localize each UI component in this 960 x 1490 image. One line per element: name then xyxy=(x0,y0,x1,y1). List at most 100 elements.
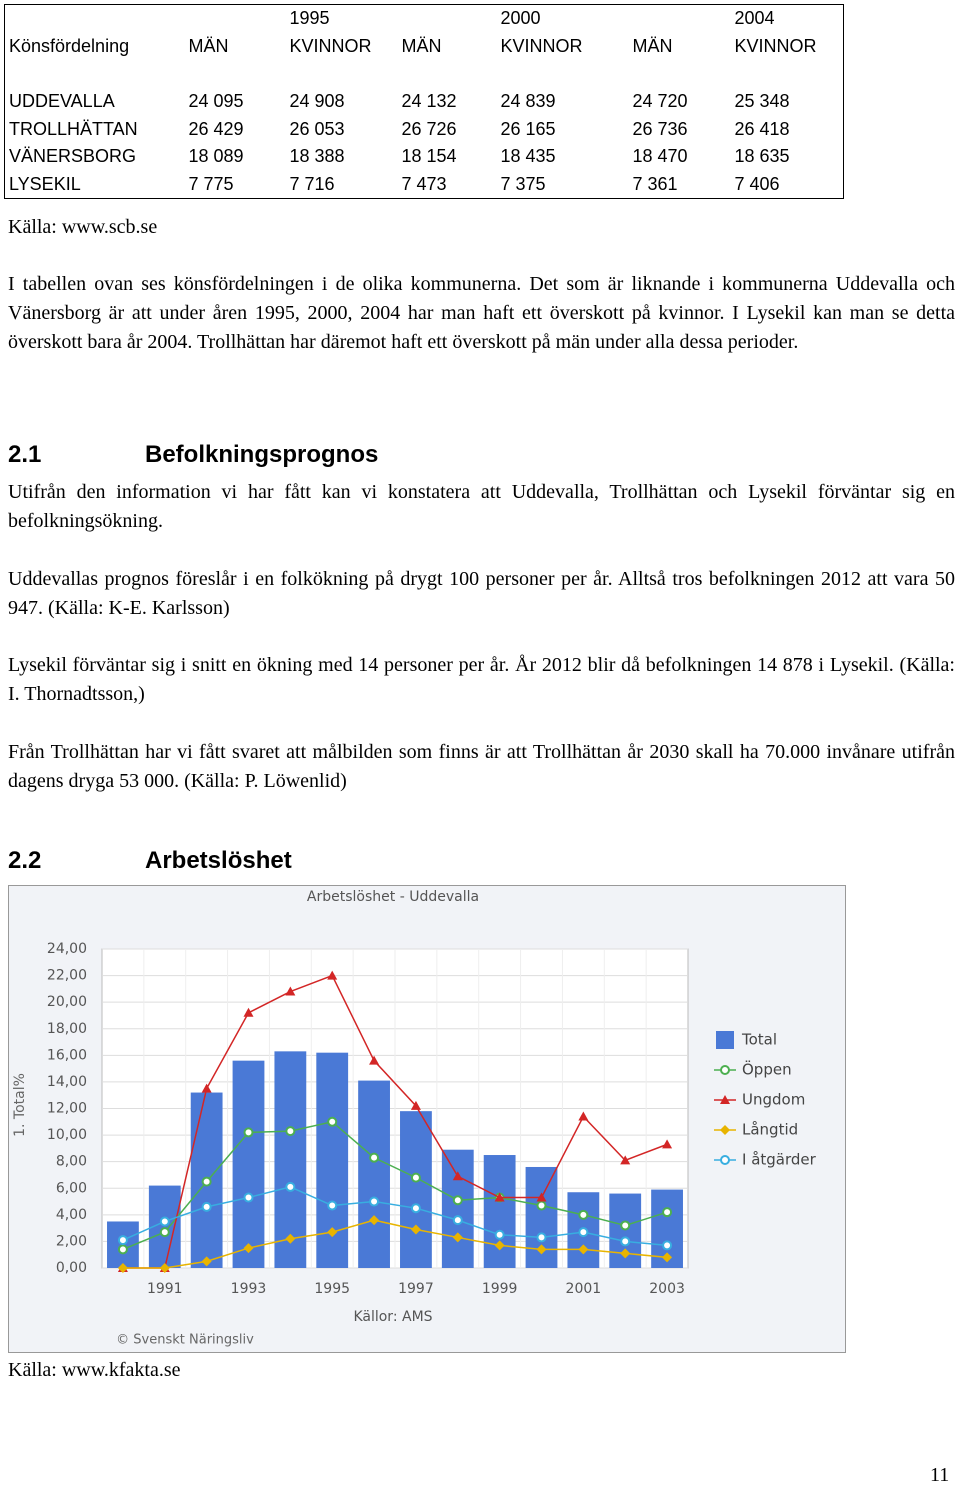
table-cell: 24 839 xyxy=(500,91,556,112)
legend-label: Total xyxy=(741,1031,777,1049)
year-row: 1995 2000 2004 xyxy=(5,5,844,33)
marker xyxy=(536,1192,547,1202)
marker xyxy=(410,1224,421,1235)
marker xyxy=(578,1209,589,1220)
table-cell: KVINNOR xyxy=(289,35,372,56)
marker xyxy=(201,1176,212,1187)
marker xyxy=(662,1240,673,1251)
table-cell: 7 375 xyxy=(500,173,546,194)
x-tick-label: 1993 xyxy=(231,1281,267,1297)
gender-table: 1995 2000 2004 Könsfördelning MÄN KVINNOR M… xyxy=(4,4,844,200)
marker xyxy=(662,1252,673,1263)
bar xyxy=(358,1080,390,1268)
data-row: UDDEVALLA 24 095 24 908 24 132 24 839 24 720 2… xyxy=(5,88,844,116)
blank-row xyxy=(5,60,844,88)
table-cell: 7 361 xyxy=(632,173,678,194)
line xyxy=(122,1120,668,1251)
table-cell xyxy=(5,60,185,88)
legend-marker xyxy=(720,1125,730,1135)
marker xyxy=(578,1227,589,1238)
marker xyxy=(327,1116,338,1127)
paragraph: I tabellen ovan ses könsfördelningen i d… xyxy=(8,273,955,353)
y-tick-label: 6,00 xyxy=(56,1180,87,1196)
paragraph: Uddevallas prognos föreslår i en folkökn… xyxy=(8,568,955,619)
table-cell xyxy=(731,60,844,88)
marker xyxy=(117,1235,128,1246)
table-cell xyxy=(286,60,398,88)
table-cell: VÄNERSBORG xyxy=(9,146,137,167)
data-row: TROLLHÄTTAN 26 429 26 053 26 726 26 165 26 73… xyxy=(5,115,844,143)
marker xyxy=(452,1232,463,1243)
bar xyxy=(400,1111,432,1268)
marker xyxy=(327,1227,338,1238)
marker xyxy=(327,1200,338,1211)
table-cell: 24 132 xyxy=(401,91,457,112)
table-cell: UDDEVALLA xyxy=(9,91,115,112)
table-source: Källa: www.scb.se xyxy=(8,216,158,238)
table-cell: 7 473 xyxy=(401,173,447,194)
year-cell: 2004 xyxy=(734,8,775,29)
table-cell xyxy=(398,60,497,88)
marker xyxy=(159,1227,170,1238)
table-cell: MÄN xyxy=(632,35,673,56)
y-tick-label: 4,00 xyxy=(56,1207,87,1223)
x-tick-label: 1997 xyxy=(398,1281,434,1297)
table-cell: 7 716 xyxy=(289,173,335,194)
header-row: Könsfördelning MÄN KVINNOR MÄN KVINNOR MÄN KVI… xyxy=(5,33,844,61)
y-tick-label: 16,00 xyxy=(47,1047,87,1063)
table-cell: 18 154 xyxy=(401,146,457,167)
x-tick-label: 2001 xyxy=(566,1281,602,1297)
line xyxy=(122,1186,668,1247)
y-axis-label: 1. Total% xyxy=(12,1073,28,1137)
marker xyxy=(620,1220,631,1231)
marker xyxy=(662,1207,673,1218)
marker xyxy=(285,1181,296,1192)
marker xyxy=(369,1215,380,1226)
bar xyxy=(274,1051,307,1268)
y-tick-label: 8,00 xyxy=(56,1154,87,1170)
bar xyxy=(441,1149,474,1268)
y-tick-label: 14,00 xyxy=(47,1074,87,1090)
x-tick-label: 1991 xyxy=(147,1281,183,1297)
marker xyxy=(243,1243,254,1254)
marker xyxy=(369,1152,380,1163)
marker xyxy=(452,1215,463,1226)
table-cell: KVINNOR xyxy=(500,35,583,56)
table-cell: MÄN xyxy=(188,35,229,56)
table-cell xyxy=(185,60,286,88)
x-tick-label: 1999 xyxy=(482,1281,518,1297)
y-tick-label: 2,00 xyxy=(56,1233,87,1249)
marker xyxy=(117,1244,128,1255)
marker xyxy=(117,1263,128,1273)
marker xyxy=(536,1244,547,1255)
table-cell: LYSEKIL xyxy=(9,173,81,194)
section-title: Befolkningsprognos xyxy=(145,441,379,468)
marker xyxy=(159,1263,170,1273)
legend-swatch xyxy=(716,1031,734,1049)
marker xyxy=(327,970,338,980)
marker xyxy=(452,1171,463,1181)
legend-label: I åtgärder xyxy=(742,1151,817,1169)
marker xyxy=(285,1126,296,1137)
marker xyxy=(201,1083,212,1093)
section-title: Arbetslöshet xyxy=(145,847,292,874)
table-cell: 26 736 xyxy=(632,118,688,139)
table-cell: 7 406 xyxy=(734,173,780,194)
chart-title: Arbetslöshet - Uddevalla xyxy=(307,889,479,905)
year-cell: 1995 xyxy=(289,8,330,29)
table-cell: 18 089 xyxy=(188,146,244,167)
marker xyxy=(578,1244,589,1255)
table-cell xyxy=(629,60,731,88)
legend-label: Långtid xyxy=(742,1121,798,1139)
legend-label: Öppen xyxy=(742,1060,792,1079)
line xyxy=(122,1219,668,1269)
chart: Arbetslöshet - Uddevalla 1. Total% Källo… xyxy=(8,885,846,1353)
marker xyxy=(578,1111,589,1121)
marker xyxy=(536,1232,547,1243)
marker xyxy=(243,1127,254,1138)
table-cell: 7 775 xyxy=(188,173,234,194)
section-number: 2.1 xyxy=(8,441,42,468)
marker xyxy=(620,1248,631,1259)
